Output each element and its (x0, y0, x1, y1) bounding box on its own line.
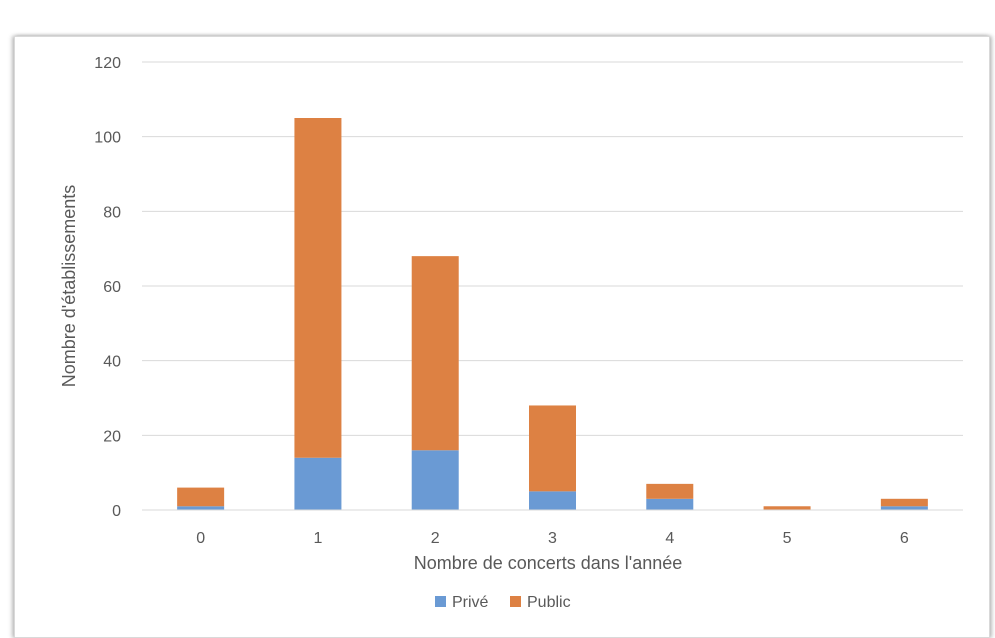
x-tick-label: 2 (431, 530, 440, 547)
x-tick-label: 3 (548, 530, 557, 547)
y-tick-label: 100 (94, 130, 121, 147)
legend-swatch (510, 596, 521, 607)
x-tick-label: 6 (900, 530, 909, 547)
y-tick-label: 120 (94, 55, 121, 72)
bar-prive (646, 498, 694, 510)
bar-prive (411, 450, 459, 510)
y-tick-label: 60 (103, 279, 121, 296)
legend-swatch (435, 596, 446, 607)
legend-label: Privé (452, 594, 489, 611)
legend-label: Public (527, 594, 571, 611)
x-tick-label: 5 (783, 530, 792, 547)
bar-prive (529, 491, 576, 510)
bar-public (177, 487, 225, 507)
bar-prive (294, 457, 342, 510)
bars (177, 118, 928, 510)
y-tick-label: 20 (103, 428, 121, 445)
bar-prive (177, 506, 225, 510)
bar-prive (880, 506, 928, 510)
x-axis-title: Nombre de concerts dans l'année (414, 553, 683, 573)
y-axis-ticks: 0 20 40 60 80 100 120 (94, 55, 121, 520)
bar-public (880, 498, 928, 507)
bar-public (294, 118, 342, 458)
legend: Privé Public (435, 594, 571, 611)
x-axis-ticks: 0 1 2 3 4 5 6 (196, 530, 909, 547)
gridlines (142, 61, 963, 436)
bar-public (763, 506, 811, 510)
x-tick-label: 4 (665, 530, 674, 547)
x-tick-label: 1 (313, 530, 322, 547)
y-tick-label: 80 (103, 204, 121, 221)
bar-public (411, 256, 459, 451)
y-tick-label: 40 (103, 354, 121, 371)
x-tick-label: 0 (196, 530, 205, 547)
bar-public (529, 405, 576, 492)
y-tick-label: 0 (112, 503, 121, 520)
bar-public (646, 483, 694, 499)
y-axis-title: Nombre d'établissements (59, 185, 79, 388)
